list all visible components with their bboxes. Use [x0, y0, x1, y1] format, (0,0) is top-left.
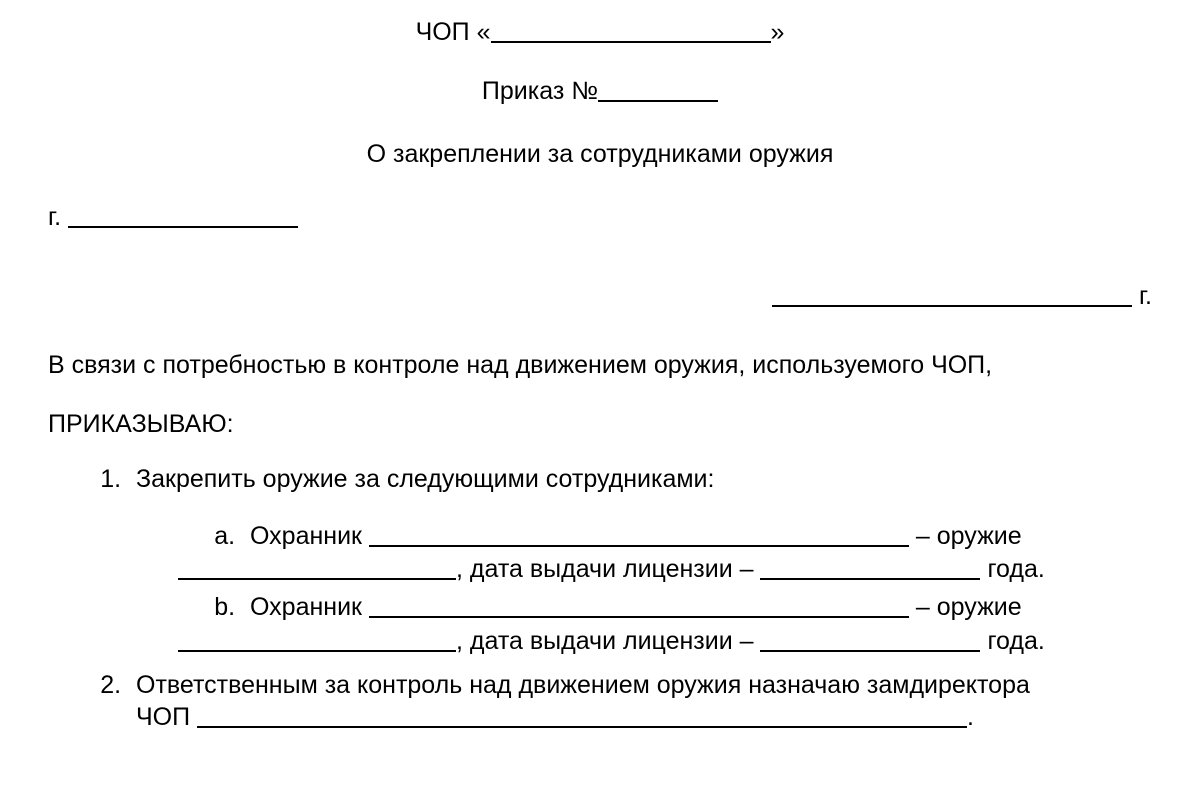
document-page: ЧОП « » Приказ № О закреплении за сотрудн… — [0, 0, 1200, 786]
date-suffix: г. — [1139, 282, 1152, 310]
date-line: г. — [48, 282, 1152, 311]
guard-a-license-blank[interactable] — [760, 578, 980, 580]
item2-suffix: . — [967, 703, 974, 731]
order-prefix: Приказ № — [482, 77, 598, 105]
guard-b-weapon-blank[interactable] — [178, 650, 456, 652]
weapon-suffix: – оружие — [916, 593, 1022, 621]
license-part: , дата выдачи лицензии – — [456, 627, 754, 655]
org-prefix: ЧОП « — [416, 18, 491, 46]
weapon-suffix: – оружие — [916, 522, 1022, 550]
org-suffix: » — [771, 18, 785, 46]
year-suffix: года. — [987, 627, 1044, 655]
guard-a-weapon-blank[interactable] — [178, 578, 456, 580]
guard-item-a: Охранник – оружие , дата выдачи лицензии… — [242, 520, 1152, 588]
order-number-line: Приказ № — [48, 77, 1152, 106]
chop-name-blank[interactable] — [197, 726, 967, 728]
item1-text: Закрепить оружие за следующими сотрудник… — [136, 465, 714, 493]
city-line: г. — [48, 203, 1152, 232]
guard-label: Охранник — [250, 593, 362, 621]
guard-list: Охранник – оружие , дата выдачи лицензии… — [136, 520, 1152, 659]
order-word: ПРИКАЗЫВАЮ: — [48, 410, 1152, 439]
org-line: ЧОП « » — [48, 18, 1152, 47]
date-blank[interactable] — [772, 305, 1132, 307]
license-part: , дата выдачи лицензии – — [456, 555, 754, 583]
year-suffix: года. — [987, 555, 1044, 583]
guard-b-name-blank[interactable] — [369, 616, 909, 618]
item2-chop-prefix: ЧОП — [136, 703, 190, 731]
guard-b-license-blank[interactable] — [760, 650, 980, 652]
item2-part1: Ответственным за контроль над движением … — [136, 671, 1030, 699]
order-number-blank[interactable] — [598, 100, 718, 102]
guard-item-b: Охранник – оружие , дата выдачи лицензии… — [242, 591, 1152, 659]
intro-text: В связи с потребностью в контроле над дв… — [48, 351, 1152, 380]
city-prefix: г. — [48, 203, 61, 231]
city-blank[interactable] — [68, 226, 298, 228]
guard-label: Охранник — [250, 522, 362, 550]
guard-a-name-blank[interactable] — [369, 545, 909, 547]
order-item-2: Ответственным за контроль над движением … — [128, 669, 1152, 734]
order-item-1: Закрепить оружие за следующими сотрудник… — [128, 463, 1152, 659]
org-name-blank[interactable] — [491, 41, 771, 43]
order-list: Закрепить оружие за следующими сотрудник… — [48, 463, 1152, 734]
document-title: О закреплении за сотрудниками оружия — [48, 140, 1152, 169]
